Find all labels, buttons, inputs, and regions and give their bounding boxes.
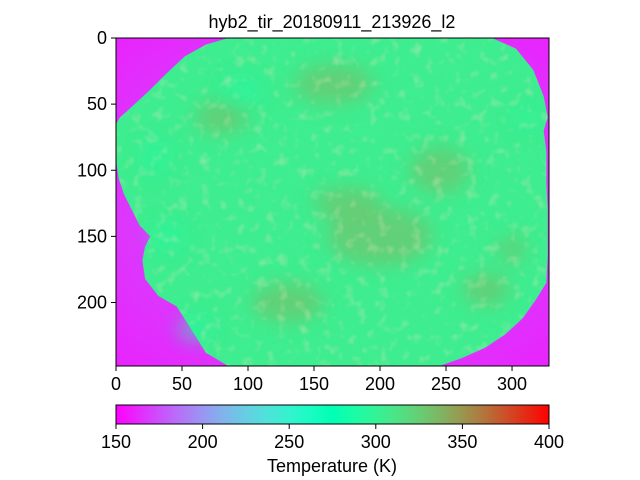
- x-tick-label: 200: [365, 374, 395, 394]
- colorbar-tick-label: 400: [534, 432, 564, 452]
- colorbar: [115, 404, 550, 425]
- x-tick-label: 50: [172, 374, 192, 394]
- colorbar-tick-label: 300: [361, 432, 391, 452]
- colorbar-tick-label: 250: [274, 432, 304, 452]
- x-axis: 0 50 100 150 200 250 300: [111, 366, 527, 394]
- colorbar-tick-label: 200: [188, 432, 218, 452]
- y-tick-label: 100: [77, 160, 107, 180]
- y-tick-label: 0: [97, 28, 107, 48]
- y-tick-label: 200: [77, 293, 107, 313]
- x-tick-label: 300: [497, 374, 527, 394]
- y-tick-label: 50: [87, 94, 107, 114]
- chart-title: hyb2_tir_20180911_213926_l2: [209, 12, 456, 33]
- x-tick-label: 250: [431, 374, 461, 394]
- y-tick-label: 150: [77, 226, 107, 246]
- surface-texture: [116, 38, 548, 366]
- x-tick-label: 100: [233, 374, 263, 394]
- colorbar-ticks: 150 200 250 300 350 400: [101, 424, 564, 452]
- y-axis: 0 50 100 150 200: [77, 28, 116, 313]
- heatmap-plot: [116, 38, 549, 366]
- colorbar-label: Temperature (K): [267, 456, 397, 476]
- colorbar-tick-label: 150: [101, 432, 131, 452]
- x-tick-label: 0: [111, 374, 121, 394]
- colorbar-tick-label: 350: [447, 432, 477, 452]
- plot-frame: [115, 37, 550, 367]
- x-tick-label: 150: [299, 374, 329, 394]
